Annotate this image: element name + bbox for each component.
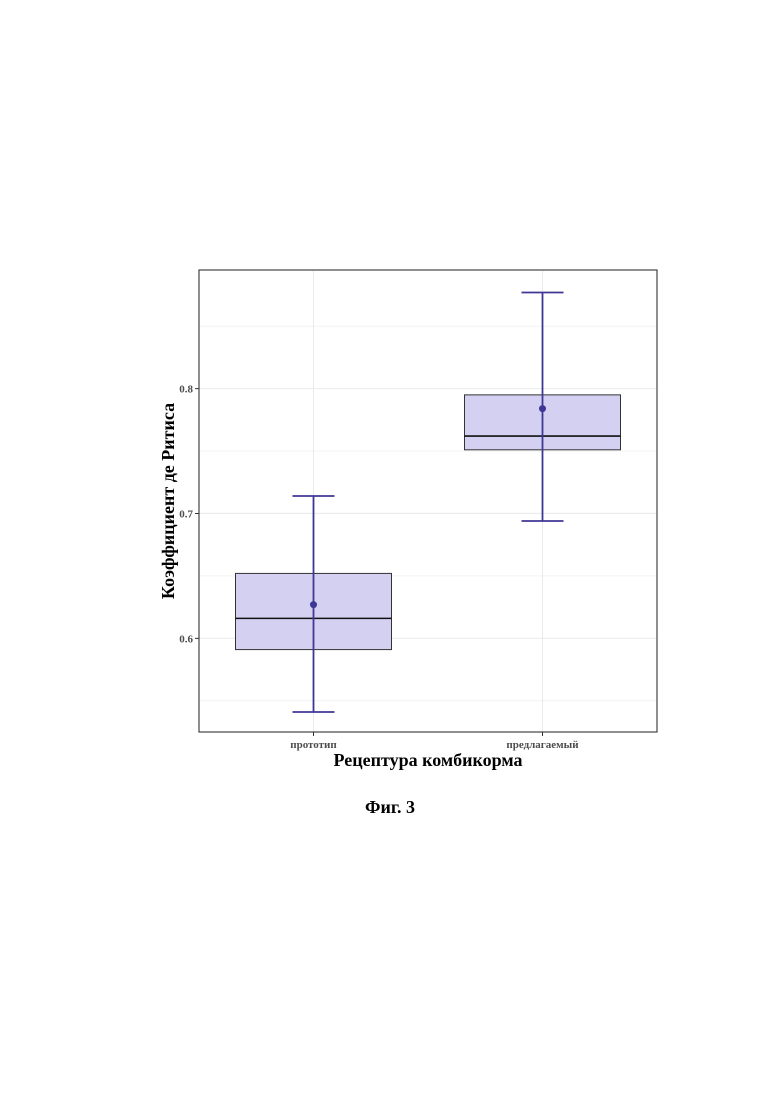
y-tick-label: 0.7 — [179, 508, 193, 520]
grid-lines — [199, 270, 657, 732]
box-series — [236, 292, 621, 712]
y-axis-title: Коэффициент де Ритиса — [158, 403, 178, 599]
y-axis: 0.6 0.7 0.8 — [179, 384, 199, 646]
x-axis: прототиппредлагаемый — [290, 732, 579, 751]
box-1 — [236, 496, 392, 712]
mean-point — [310, 601, 317, 608]
y-tick-label: 0.8 — [179, 384, 193, 396]
x-tick-label: прототип — [290, 739, 337, 751]
box-2 — [465, 292, 621, 521]
y-tick-label: 0.6 — [179, 633, 193, 645]
mean-point — [539, 405, 546, 412]
x-axis-title: Рецептура комбикорма — [333, 750, 522, 770]
figure-caption: Фиг. 3 — [0, 797, 780, 818]
box-plot: 0.6 0.7 0.8 прототиппредлагаемый Коэффицие… — [0, 0, 780, 800]
panel-border — [199, 270, 657, 732]
